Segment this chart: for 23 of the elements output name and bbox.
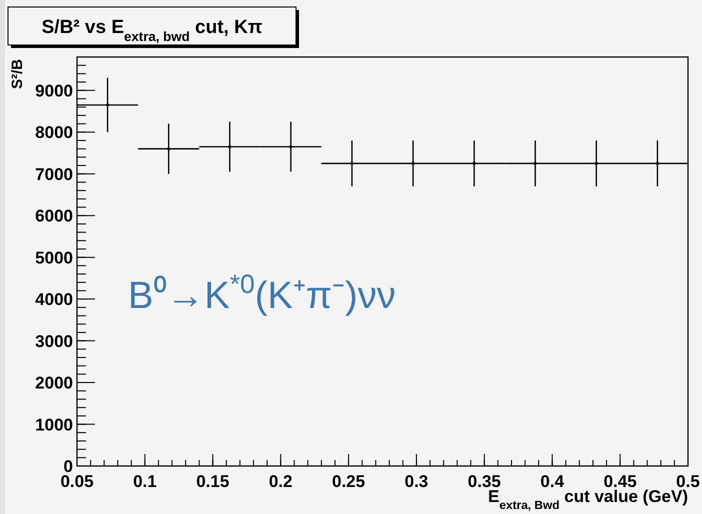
annotation: B⁰→K$^{*0}$(K⁺π⁻)νν xyxy=(128,269,396,317)
point xyxy=(228,145,232,148)
point xyxy=(167,147,170,150)
point xyxy=(472,162,476,165)
y-tick-label: 6000 xyxy=(35,206,73,226)
chart-title: S/B² vs E$_{extra, bwd}$ cut, Kπ xyxy=(42,17,263,44)
y-tick-label: 2000 xyxy=(35,374,73,393)
point xyxy=(594,162,598,165)
x-tick-label: 0.25 xyxy=(332,472,366,491)
y-tick-label: 5000 xyxy=(35,248,73,268)
y-tick-label: 3000 xyxy=(35,332,73,351)
y-tick-label: 4000 xyxy=(35,290,73,310)
x-tick-label: 0.1 xyxy=(133,472,157,491)
y-tick-label: 1000 xyxy=(35,415,73,434)
point xyxy=(289,145,292,148)
y-tick-label: 9000 xyxy=(35,81,73,100)
x-tick-label: 0.2 xyxy=(268,472,292,491)
y-axis-title: S²/B xyxy=(9,58,26,89)
y-tick-label: 7000 xyxy=(35,164,73,184)
x-tick-label: 0.15 xyxy=(196,472,230,491)
point xyxy=(534,162,537,165)
x-tick-label: 0.3 xyxy=(404,472,428,491)
y-tick-label: 8000 xyxy=(35,123,73,142)
